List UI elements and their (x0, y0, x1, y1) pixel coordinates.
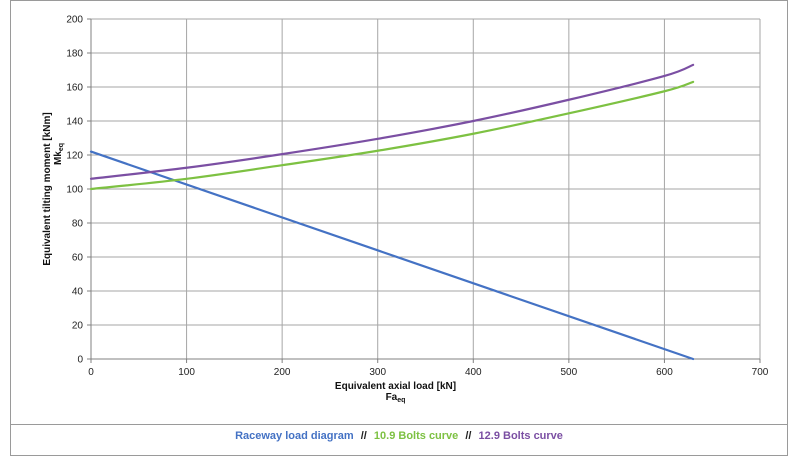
y-tick-label: 140 (66, 117, 83, 128)
y-tick-label: 200 (66, 15, 83, 26)
x-tick-label: 700 (752, 367, 769, 378)
series-line-2 (89, 63, 695, 180)
y-tick-label: 180 (66, 49, 83, 60)
axis-labels: Equivalent axial load [kN] Faeq Equivale… (42, 112, 456, 404)
x-tick-label: 400 (465, 367, 482, 378)
axes: 0 20 40 60 80 100 120 140 160 180 200 0 100 200 300 400… (66, 15, 768, 379)
legend-item-10-9-bolts: 10.9 Bolts curve (373, 430, 459, 442)
x-axis-title: Equivalent axial load [kN] (335, 381, 456, 392)
x-tick-label: 200 (274, 367, 291, 378)
series-line-0 (89, 150, 695, 361)
legend-separator: // (465, 430, 472, 442)
y-axis-subtitle: Mkeq (53, 143, 65, 165)
y-axis-subtitle-sub: eq (58, 143, 65, 151)
chart-canvas: 0 20 40 60 80 100 120 140 160 180 200 0 100 200 300 400… (42, 15, 769, 405)
x-axis-subtitle-sub: eq (397, 397, 405, 404)
chart-frame (10, 0, 788, 456)
legend-divider (10, 424, 788, 425)
x-tick-label: 100 (178, 367, 195, 378)
y-axis-subtitle-main: Mk (53, 151, 64, 165)
y-tick-label: 40 (72, 287, 84, 298)
y-tick-label: 160 (66, 83, 83, 94)
x-axis-subtitle: Faeq (386, 392, 406, 404)
legend-item-12-9-bolts: 12.9 Bolts curve (478, 430, 563, 442)
y-tick-label: 20 (72, 321, 84, 332)
x-tick-label: 0 (88, 367, 94, 378)
x-tick-label: 500 (561, 367, 578, 378)
x-axis-subtitle-main: Fa (386, 392, 398, 403)
x-tick-label: 600 (656, 367, 673, 378)
legend-item-raceway: Raceway load diagram (235, 430, 354, 442)
series-lines (89, 63, 695, 361)
y-tick-label: 100 (66, 185, 83, 196)
y-tick-label: 120 (66, 151, 83, 162)
y-tick-label: 0 (77, 355, 83, 366)
legend: Raceway load diagram // 10.9 Bolts curve… (10, 430, 788, 442)
y-tick-label: 80 (72, 219, 84, 230)
y-axis-title: Equivalent tilting moment [kNm] (42, 112, 53, 265)
legend-separator: // (360, 430, 367, 442)
y-tick-label: 60 (72, 253, 84, 264)
x-tick-label: 300 (369, 367, 386, 378)
grid (91, 18, 761, 359)
series-line-1 (89, 80, 695, 191)
